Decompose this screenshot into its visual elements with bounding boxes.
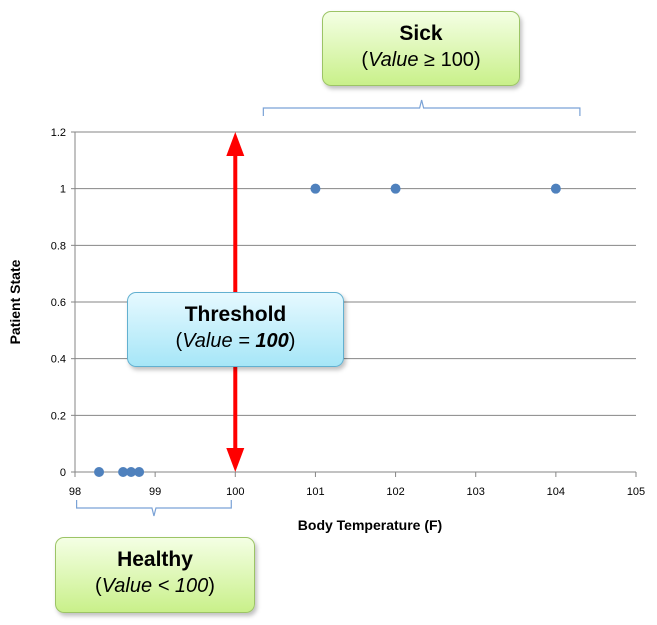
data-points (94, 183, 561, 477)
y-tick-label: 1.2 (51, 127, 66, 139)
y-tick-labels: 0 0.2 0.4 0.6 0.8 1 1.2 (51, 127, 66, 479)
x-tick-labels: 98 99 100 101 102 103 104 105 (69, 486, 645, 498)
threshold-expression: (Value = 100) (175, 330, 296, 352)
data-point (118, 467, 129, 477)
y-axis-label: Patient State (7, 259, 23, 344)
threshold-title: Threshold (184, 303, 287, 326)
data-point (94, 467, 105, 477)
x-tick-label: 104 (547, 486, 565, 498)
sick-expr-close: ) (473, 49, 481, 71)
healthy-expr-text: Value < 100 (101, 575, 209, 597)
y-tick-label: 0.8 (51, 240, 66, 252)
x-tick-label: 101 (306, 486, 324, 498)
x-tick-label: 100 (226, 486, 244, 498)
threshold-arrowhead-down (226, 448, 245, 472)
sick-expression: (Value ≥ 100) (361, 49, 481, 71)
threshold-expr-close: ) (288, 330, 296, 352)
data-point (134, 467, 145, 477)
data-point (550, 183, 561, 194)
x-tick-label: 102 (386, 486, 404, 498)
sick-callout: Sick (Value ≥ 100) (322, 11, 520, 86)
x-tick-label: 99 (149, 486, 161, 498)
data-point (310, 183, 321, 194)
sick-expr-op: ≥ 100 (424, 49, 474, 71)
y-tick-label: 0.4 (51, 354, 66, 366)
healthy-expr-close: ) (208, 575, 215, 597)
data-point (390, 183, 401, 194)
sick-title: Sick (399, 22, 443, 45)
healthy-title: Healthy (117, 548, 193, 571)
y-tick-label: 0.6 (51, 297, 66, 309)
y-tick-label: 0.2 (51, 410, 66, 422)
healthy-callout: Healthy (Value < 100) (55, 537, 255, 613)
braces (76, 99, 581, 517)
x-tick-label: 98 (69, 486, 81, 498)
threshold-callout: Threshold (Value = 100) (127, 292, 344, 367)
y-tick-label: 0 (60, 467, 66, 479)
y-tick-label: 1 (60, 184, 66, 196)
gridlines (75, 131, 636, 416)
axes (71, 131, 637, 477)
healthy-brace (76, 500, 232, 517)
sick-brace (262, 99, 581, 116)
data-point (126, 467, 137, 477)
healthy-expression: (Value < 100) (95, 575, 215, 597)
sick-expr-text: Value (368, 49, 425, 71)
x-tick-label: 103 (467, 486, 485, 498)
x-tick-label: 105 (627, 486, 645, 498)
threshold-expr-value: 100 (255, 330, 289, 352)
threshold-arrowhead-up (226, 132, 245, 156)
x-axis-label: Body Temperature (F) (298, 517, 442, 533)
threshold-expr-text: Value = (182, 330, 256, 352)
